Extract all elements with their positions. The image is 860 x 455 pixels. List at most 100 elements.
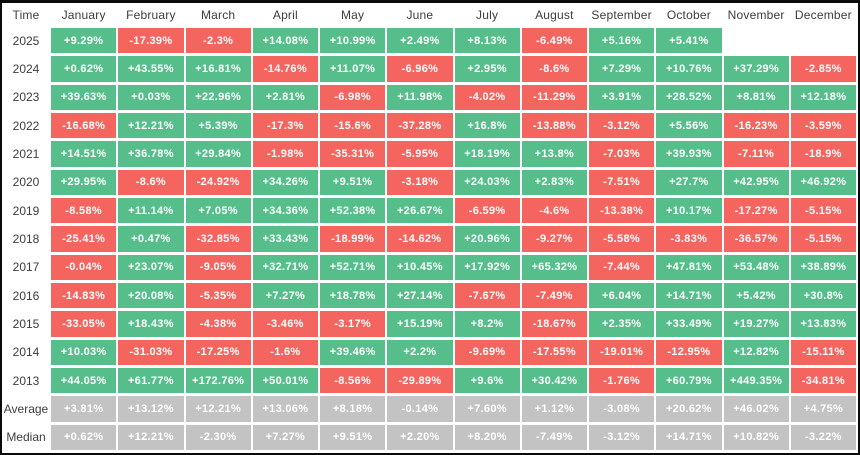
- return-cell: -2.30%: [185, 424, 251, 450]
- return-cell: +10.03%: [51, 339, 117, 365]
- return-cell: +14.71%: [656, 283, 722, 309]
- return-cell: -16.23%: [723, 113, 789, 139]
- return-cell: +2.83%: [521, 169, 587, 195]
- return-cell: +24.03%: [454, 169, 520, 195]
- return-cell: +12.18%: [790, 84, 856, 110]
- return-cell: +13.06%: [252, 396, 318, 422]
- return-cell: +52.38%: [320, 198, 386, 224]
- return-cell: +9.29%: [51, 28, 117, 54]
- return-cell: +46.92%: [790, 169, 856, 195]
- row-label-2013: 2013: [12, 373, 40, 388]
- return-cell: -17.55%: [521, 339, 587, 365]
- row-label-2021: 2021: [12, 146, 40, 161]
- return-cell: +26.67%: [387, 198, 453, 224]
- return-cell: +46.02%: [723, 396, 789, 422]
- return-cell: -7.49%: [521, 424, 587, 450]
- return-cell: +6.04%: [589, 283, 655, 309]
- return-cell: -1.76%: [589, 368, 655, 394]
- return-cell: -8.56%: [320, 368, 386, 394]
- return-cell: +449.35%: [723, 368, 789, 394]
- return-cell: +34.26%: [252, 169, 318, 195]
- return-cell: -6.96%: [387, 56, 453, 82]
- return-cell: +18.19%: [454, 141, 520, 167]
- return-cell: +28.52%: [656, 84, 722, 110]
- return-cell: -14.76%: [252, 56, 318, 82]
- return-cell: -7.51%: [589, 169, 655, 195]
- return-cell: -9.05%: [185, 254, 251, 280]
- return-cell: -6.98%: [320, 84, 386, 110]
- return-cell: -7.44%: [589, 254, 655, 280]
- return-cell: -32.85%: [185, 226, 251, 252]
- return-cell: -7.49%: [521, 283, 587, 309]
- return-cell: +9.51%: [320, 169, 386, 195]
- return-cell: +11.98%: [387, 84, 453, 110]
- return-cell: +18.43%: [118, 311, 184, 337]
- return-cell: +9.51%: [320, 424, 386, 450]
- return-cell: +18.78%: [320, 283, 386, 309]
- return-cell: +13.12%: [118, 396, 184, 422]
- return-cell: -13.38%: [589, 198, 655, 224]
- return-cell: -16.68%: [51, 113, 117, 139]
- return-cell: +8.20%: [454, 424, 520, 450]
- return-cell: +52.71%: [320, 254, 386, 280]
- column-header-november: November: [727, 7, 785, 22]
- row-label-2018: 2018: [12, 231, 40, 246]
- column-header-january: January: [61, 7, 106, 22]
- return-cell: +11.07%: [320, 56, 386, 82]
- return-cell: +27.7%: [656, 169, 722, 195]
- return-cell: +29.95%: [51, 169, 117, 195]
- return-cell: -3.08%: [589, 396, 655, 422]
- return-cell: -3.59%: [790, 113, 856, 139]
- return-cell: +7.60%: [454, 396, 520, 422]
- return-cell: +47.81%: [656, 254, 722, 280]
- return-cell: +60.79%: [656, 368, 722, 394]
- return-cell: -3.22%: [790, 424, 856, 450]
- return-cell: +10.99%: [320, 28, 386, 54]
- return-cell: +5.39%: [185, 113, 251, 139]
- column-header-june: June: [406, 7, 434, 22]
- return-cell: +0.47%: [118, 226, 184, 252]
- return-cell: -8.6%: [118, 169, 184, 195]
- return-cell: -5.58%: [589, 226, 655, 252]
- return-cell: -5.15%: [790, 198, 856, 224]
- return-cell: -5.15%: [790, 226, 856, 252]
- return-cell: +13.83%: [790, 311, 856, 337]
- return-cell: -6.59%: [454, 198, 520, 224]
- column-header-may: May: [340, 7, 365, 22]
- row-label-2020: 2020: [12, 175, 40, 190]
- return-cell: -5.35%: [185, 283, 251, 309]
- return-cell: +39.46%: [320, 339, 386, 365]
- return-cell: +5.56%: [656, 113, 722, 139]
- return-cell: -3.12%: [589, 113, 655, 139]
- return-cell: +30.8%: [790, 283, 856, 309]
- return-cell: -4.38%: [185, 311, 251, 337]
- return-cell: -2.3%: [185, 28, 251, 54]
- return-cell: +8.2%: [454, 311, 520, 337]
- return-cell: +2.95%: [454, 56, 520, 82]
- return-cell: -4.02%: [454, 84, 520, 110]
- return-cell: -2.85%: [790, 56, 856, 82]
- return-cell: -35.31%: [320, 141, 386, 167]
- return-cell: +43.55%: [118, 56, 184, 82]
- return-cell: -29.89%: [387, 368, 453, 394]
- return-cell: +39.93%: [656, 141, 722, 167]
- column-header-august: August: [535, 7, 574, 22]
- return-cell: -33.05%: [51, 311, 117, 337]
- return-cell: +1.12%: [521, 396, 587, 422]
- return-cell: +12.21%: [185, 396, 251, 422]
- row-label-average: Average: [3, 401, 49, 416]
- return-cell: -1.6%: [252, 339, 318, 365]
- return-cell: +61.77%: [118, 368, 184, 394]
- return-cell: +22.96%: [185, 84, 251, 110]
- return-cell: +20.08%: [118, 283, 184, 309]
- return-cell: +0.62%: [51, 424, 117, 450]
- return-cell: +53.48%: [723, 254, 789, 280]
- return-cell: +10.17%: [656, 198, 722, 224]
- return-cell: +16.81%: [185, 56, 251, 82]
- return-cell: -3.83%: [656, 226, 722, 252]
- return-cell: +0.03%: [118, 84, 184, 110]
- row-label-2019: 2019: [12, 203, 40, 218]
- return-cell: -7.11%: [723, 141, 789, 167]
- return-cell: -11.29%: [521, 84, 587, 110]
